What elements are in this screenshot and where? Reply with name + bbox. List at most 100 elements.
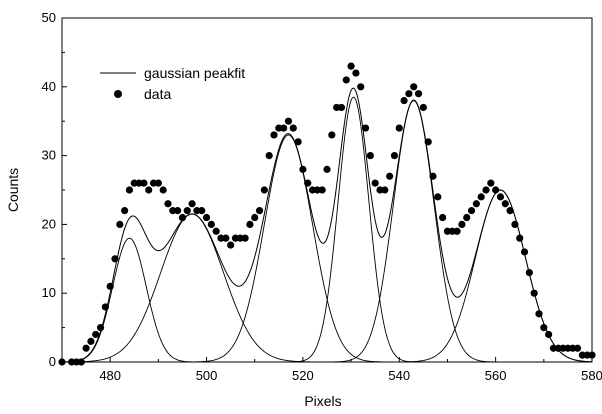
data-point: [318, 186, 326, 194]
x-tick-label: 500: [196, 368, 218, 383]
y-tick-label: 0: [49, 354, 56, 369]
data-point: [284, 117, 293, 125]
data-point: [458, 220, 466, 228]
y-tick-label: 10: [42, 285, 56, 300]
data-point: [251, 213, 259, 222]
gaussian-component-line: [62, 189, 593, 363]
data-point: [419, 103, 427, 112]
data-point: [255, 207, 264, 215]
data-point: [540, 324, 548, 332]
data-point: [178, 213, 187, 222]
data-point: [434, 193, 442, 201]
data-point: [154, 179, 162, 187]
legend-point-swatch: [114, 90, 122, 98]
data-point: [270, 131, 278, 139]
data-point: [77, 358, 85, 366]
data-point: [525, 268, 533, 277]
data-point: [361, 124, 370, 132]
data-point: [207, 220, 215, 228]
data-point: [125, 186, 134, 194]
data-point: [366, 152, 374, 160]
data-point: [371, 179, 379, 187]
data-point: [202, 213, 211, 222]
y-tick-label: 50: [42, 10, 56, 25]
data-point: [357, 83, 365, 91]
data-point: [381, 186, 389, 194]
data-point: [492, 186, 500, 194]
data-point: [294, 138, 302, 146]
data-point: [304, 179, 312, 187]
data-point: [164, 200, 172, 208]
data-point: [289, 124, 297, 132]
data-point: [410, 83, 418, 91]
data-point: [280, 124, 288, 132]
data-point: [400, 96, 408, 105]
data-point: [390, 152, 399, 160]
data-point: [106, 282, 114, 290]
x-tick-label: 480: [99, 368, 121, 383]
data-point: [183, 207, 191, 215]
data-point: [352, 69, 360, 77]
x-tick-label: 560: [485, 368, 507, 383]
data-point: [265, 152, 273, 160]
data-point: [487, 179, 495, 187]
y-axis-label: Counts: [5, 168, 21, 212]
data-point: [246, 220, 254, 228]
data-point: [174, 207, 182, 215]
data-point: [395, 124, 403, 132]
data-point: [429, 172, 437, 180]
data-point: [347, 62, 355, 70]
data-point: [588, 351, 596, 359]
data-point: [453, 227, 461, 235]
data-point: [227, 241, 235, 249]
data-point: [501, 200, 509, 208]
data-point: [337, 103, 346, 112]
x-axis-label: Pixels: [304, 393, 341, 409]
data-point: [535, 310, 543, 318]
data-point: [482, 186, 490, 194]
data-point: [496, 193, 505, 201]
data-point: [439, 213, 447, 222]
data-point: [530, 289, 538, 297]
data-point: [472, 200, 480, 208]
plot-frame: [61, 17, 593, 363]
x-tick-label: 580: [581, 368, 602, 383]
data-point: [198, 207, 206, 215]
data-point: [545, 330, 553, 339]
x-tick-label: 540: [388, 368, 410, 383]
data-point: [477, 193, 485, 201]
data-point: [92, 330, 100, 339]
data-point: [222, 234, 230, 242]
data-point: [328, 131, 336, 139]
data-point: [467, 207, 476, 215]
data-point: [145, 186, 153, 194]
legend-label-fit: gaussian peakfit: [144, 65, 245, 81]
data-point: [116, 220, 124, 228]
data-point: [121, 207, 129, 215]
x-tick-label: 520: [292, 368, 314, 383]
y-tick-label: 20: [42, 216, 56, 231]
data-point: [463, 213, 471, 222]
data-point: [188, 200, 196, 208]
data-point: [520, 248, 529, 256]
data-point: [87, 337, 95, 345]
data-point: [342, 76, 350, 84]
data-point: [96, 324, 105, 332]
data-point: [299, 165, 307, 173]
data-point: [140, 179, 148, 187]
data-point: [386, 172, 394, 180]
data-point: [506, 207, 514, 215]
data-point: [241, 234, 249, 242]
data-point: [414, 90, 423, 98]
data-point: [511, 220, 519, 228]
data-point: [405, 90, 413, 98]
data-point: [323, 165, 331, 173]
data-point: [573, 344, 582, 352]
data-point: [260, 186, 268, 194]
data-point: [111, 255, 119, 263]
legend-label-data: data: [144, 86, 171, 102]
gaussian-component-line: [62, 213, 592, 363]
data-point: [212, 227, 220, 235]
y-tick-label: 30: [42, 148, 56, 163]
